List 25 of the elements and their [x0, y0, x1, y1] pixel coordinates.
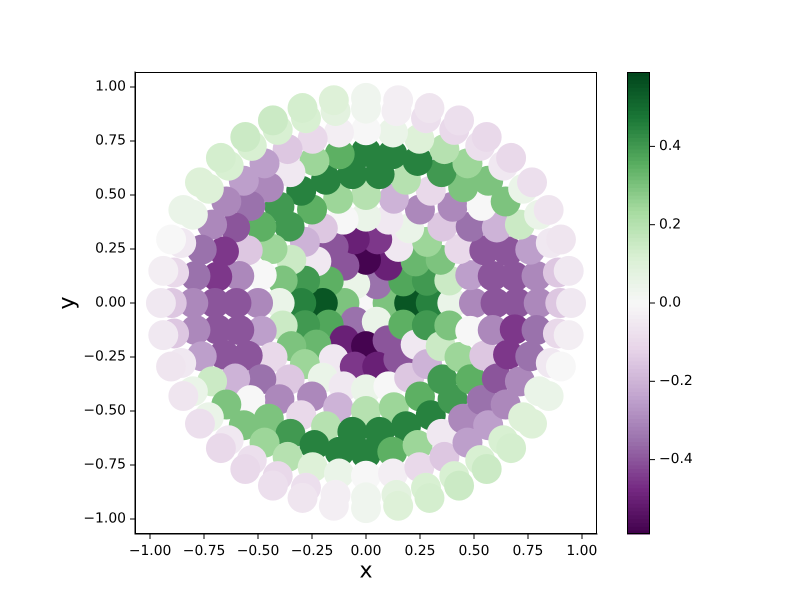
x-tick-label: 1.00	[566, 542, 598, 559]
y-axis-title: y	[54, 296, 80, 310]
x-tick-label: 0.00	[350, 542, 382, 559]
color-bar-label: 0.2	[659, 216, 682, 232]
y-tick-label: −0.50	[83, 402, 126, 419]
y-tick-label: −0.25	[83, 348, 126, 365]
y-tick-label: −0.75	[83, 456, 126, 473]
color-bar-label: 0.4	[659, 138, 682, 154]
y-tick-label: 0.00	[95, 294, 126, 311]
y-tick-label: 0.50	[95, 186, 126, 203]
color-bar-label: −0.2	[659, 372, 693, 389]
x-tick-label: −1.00	[128, 542, 172, 559]
x-tick-label: 0.75	[512, 542, 544, 559]
x-tick-label: −0.25	[290, 542, 334, 559]
x-tick-label: −0.50	[236, 542, 280, 559]
x-axis-title: x	[359, 558, 373, 584]
y-tick-label: 0.75	[95, 132, 126, 149]
y-tick-label: 1.00	[95, 78, 126, 95]
x-tick-label: 0.25	[404, 542, 436, 559]
x-tick-label: −0.75	[182, 542, 226, 559]
y-tick-label: −1.00	[83, 510, 126, 526]
color-bar-label: 0.0	[659, 294, 682, 311]
y-tick-label: 0.25	[95, 240, 126, 257]
color-bar-label: −0.4	[659, 451, 693, 468]
x-tick-label: 0.50	[458, 542, 490, 559]
